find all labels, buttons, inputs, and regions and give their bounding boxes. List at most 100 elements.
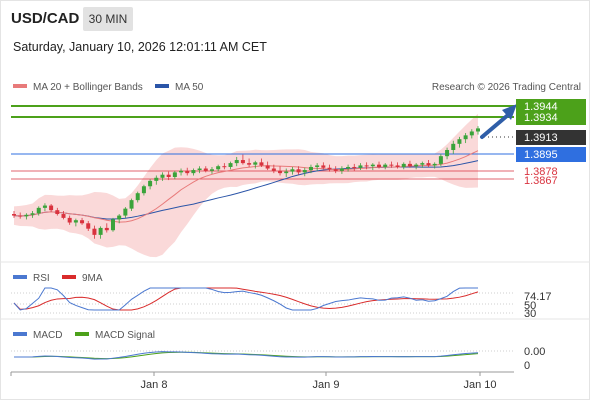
level-lines (11, 105, 514, 180)
interval-button[interactable]: 30 MIN (83, 7, 133, 31)
candle (426, 160, 431, 167)
macd-legend-swatch (13, 332, 27, 336)
rsi-tick-50: 50 (524, 300, 536, 312)
ma50-legend-label: MA 50 (175, 82, 204, 93)
pivot-value: 1.3895 (524, 149, 558, 161)
candle (253, 160, 258, 169)
candle (278, 166, 283, 176)
ma20-line (13, 150, 479, 223)
candle (383, 163, 388, 170)
candle (364, 162, 369, 170)
candle (290, 166, 295, 175)
candle (395, 162, 400, 169)
candle (18, 212, 23, 219)
candle (234, 156, 239, 167)
candle (98, 226, 103, 239)
current-price-value: 1.3913 (524, 132, 558, 144)
candle (445, 147, 450, 160)
candle (228, 161, 233, 170)
candle (172, 170, 177, 180)
candles (12, 126, 480, 239)
candle (80, 217, 85, 225)
candle (129, 198, 134, 211)
candle (203, 166, 208, 173)
rsi-ma-legend-swatch (62, 275, 76, 279)
candle (55, 207, 60, 216)
candle (179, 168, 184, 176)
target-1-value: 1.3944 (524, 101, 558, 113)
bollinger-band-area (14, 113, 478, 258)
candle (377, 161, 382, 169)
candle (135, 191, 140, 203)
candle (160, 172, 165, 181)
candle (457, 136, 462, 148)
candle (67, 215, 72, 225)
candle (185, 167, 190, 176)
candle (247, 158, 252, 167)
candle (401, 162, 406, 170)
candle (302, 167, 307, 177)
candle (469, 129, 474, 139)
candle (271, 164, 276, 174)
candle (191, 168, 196, 176)
candle (141, 184, 146, 196)
candle (463, 133, 468, 144)
candle (346, 164, 351, 172)
macd-signal-legend-label: MACD Signal (95, 330, 155, 341)
candle (358, 163, 363, 171)
candle (49, 204, 54, 212)
candle (352, 163, 357, 171)
candle (30, 210, 35, 218)
candle (110, 217, 115, 232)
rsi-legend-label: RSI (33, 273, 50, 284)
candle (148, 179, 153, 190)
candle (12, 210, 16, 218)
candle (92, 225, 97, 239)
candle (117, 214, 122, 224)
candle (339, 166, 344, 174)
ma50-legend-swatch (155, 84, 169, 88)
candle (432, 162, 437, 169)
rsi-legend-swatch (13, 275, 27, 279)
rsi-line (13, 287, 478, 311)
current-price-badge (516, 130, 586, 145)
candle (389, 161, 394, 168)
candle (370, 163, 375, 171)
candle (265, 161, 270, 171)
x-tick-jan8: Jan 8 (141, 379, 168, 391)
candle (240, 154, 245, 165)
chart-datetime: Saturday, January 10, 2026 12:01:11 AM C… (13, 40, 267, 54)
x-tick-jan10: Jan 10 (463, 379, 496, 391)
candle (308, 164, 313, 174)
copyright-label: Research © 2026 Trading Central (432, 82, 581, 93)
macd-signal-legend-swatch (75, 332, 89, 336)
candle (420, 161, 425, 168)
macd-tick-0: 0 (524, 360, 530, 372)
support-2-value: 1.3867 (524, 175, 558, 187)
candle (73, 218, 78, 227)
candle (222, 163, 227, 170)
candle (451, 140, 456, 154)
candle (259, 158, 264, 167)
candle (216, 164, 221, 172)
rsi-ma-legend-label: 9MA (82, 273, 103, 284)
candle (36, 206, 41, 216)
candle (209, 166, 214, 174)
support-1-value: 1.3878 (524, 166, 558, 178)
candle (154, 175, 159, 185)
candle (86, 220, 91, 231)
candle (166, 171, 171, 181)
x-tick-jan9: Jan 9 (313, 379, 340, 391)
candle (414, 163, 419, 170)
candle (123, 207, 128, 218)
candle (296, 166, 301, 175)
pivot-badge (516, 147, 586, 162)
candle (284, 168, 289, 177)
rsi-tick-30: 30 (524, 308, 536, 320)
rsi-ma-line (13, 287, 479, 311)
candle (438, 153, 443, 167)
target-2-badge (516, 111, 586, 125)
forecast-arrow (480, 104, 517, 139)
target-1-badge (516, 99, 586, 113)
